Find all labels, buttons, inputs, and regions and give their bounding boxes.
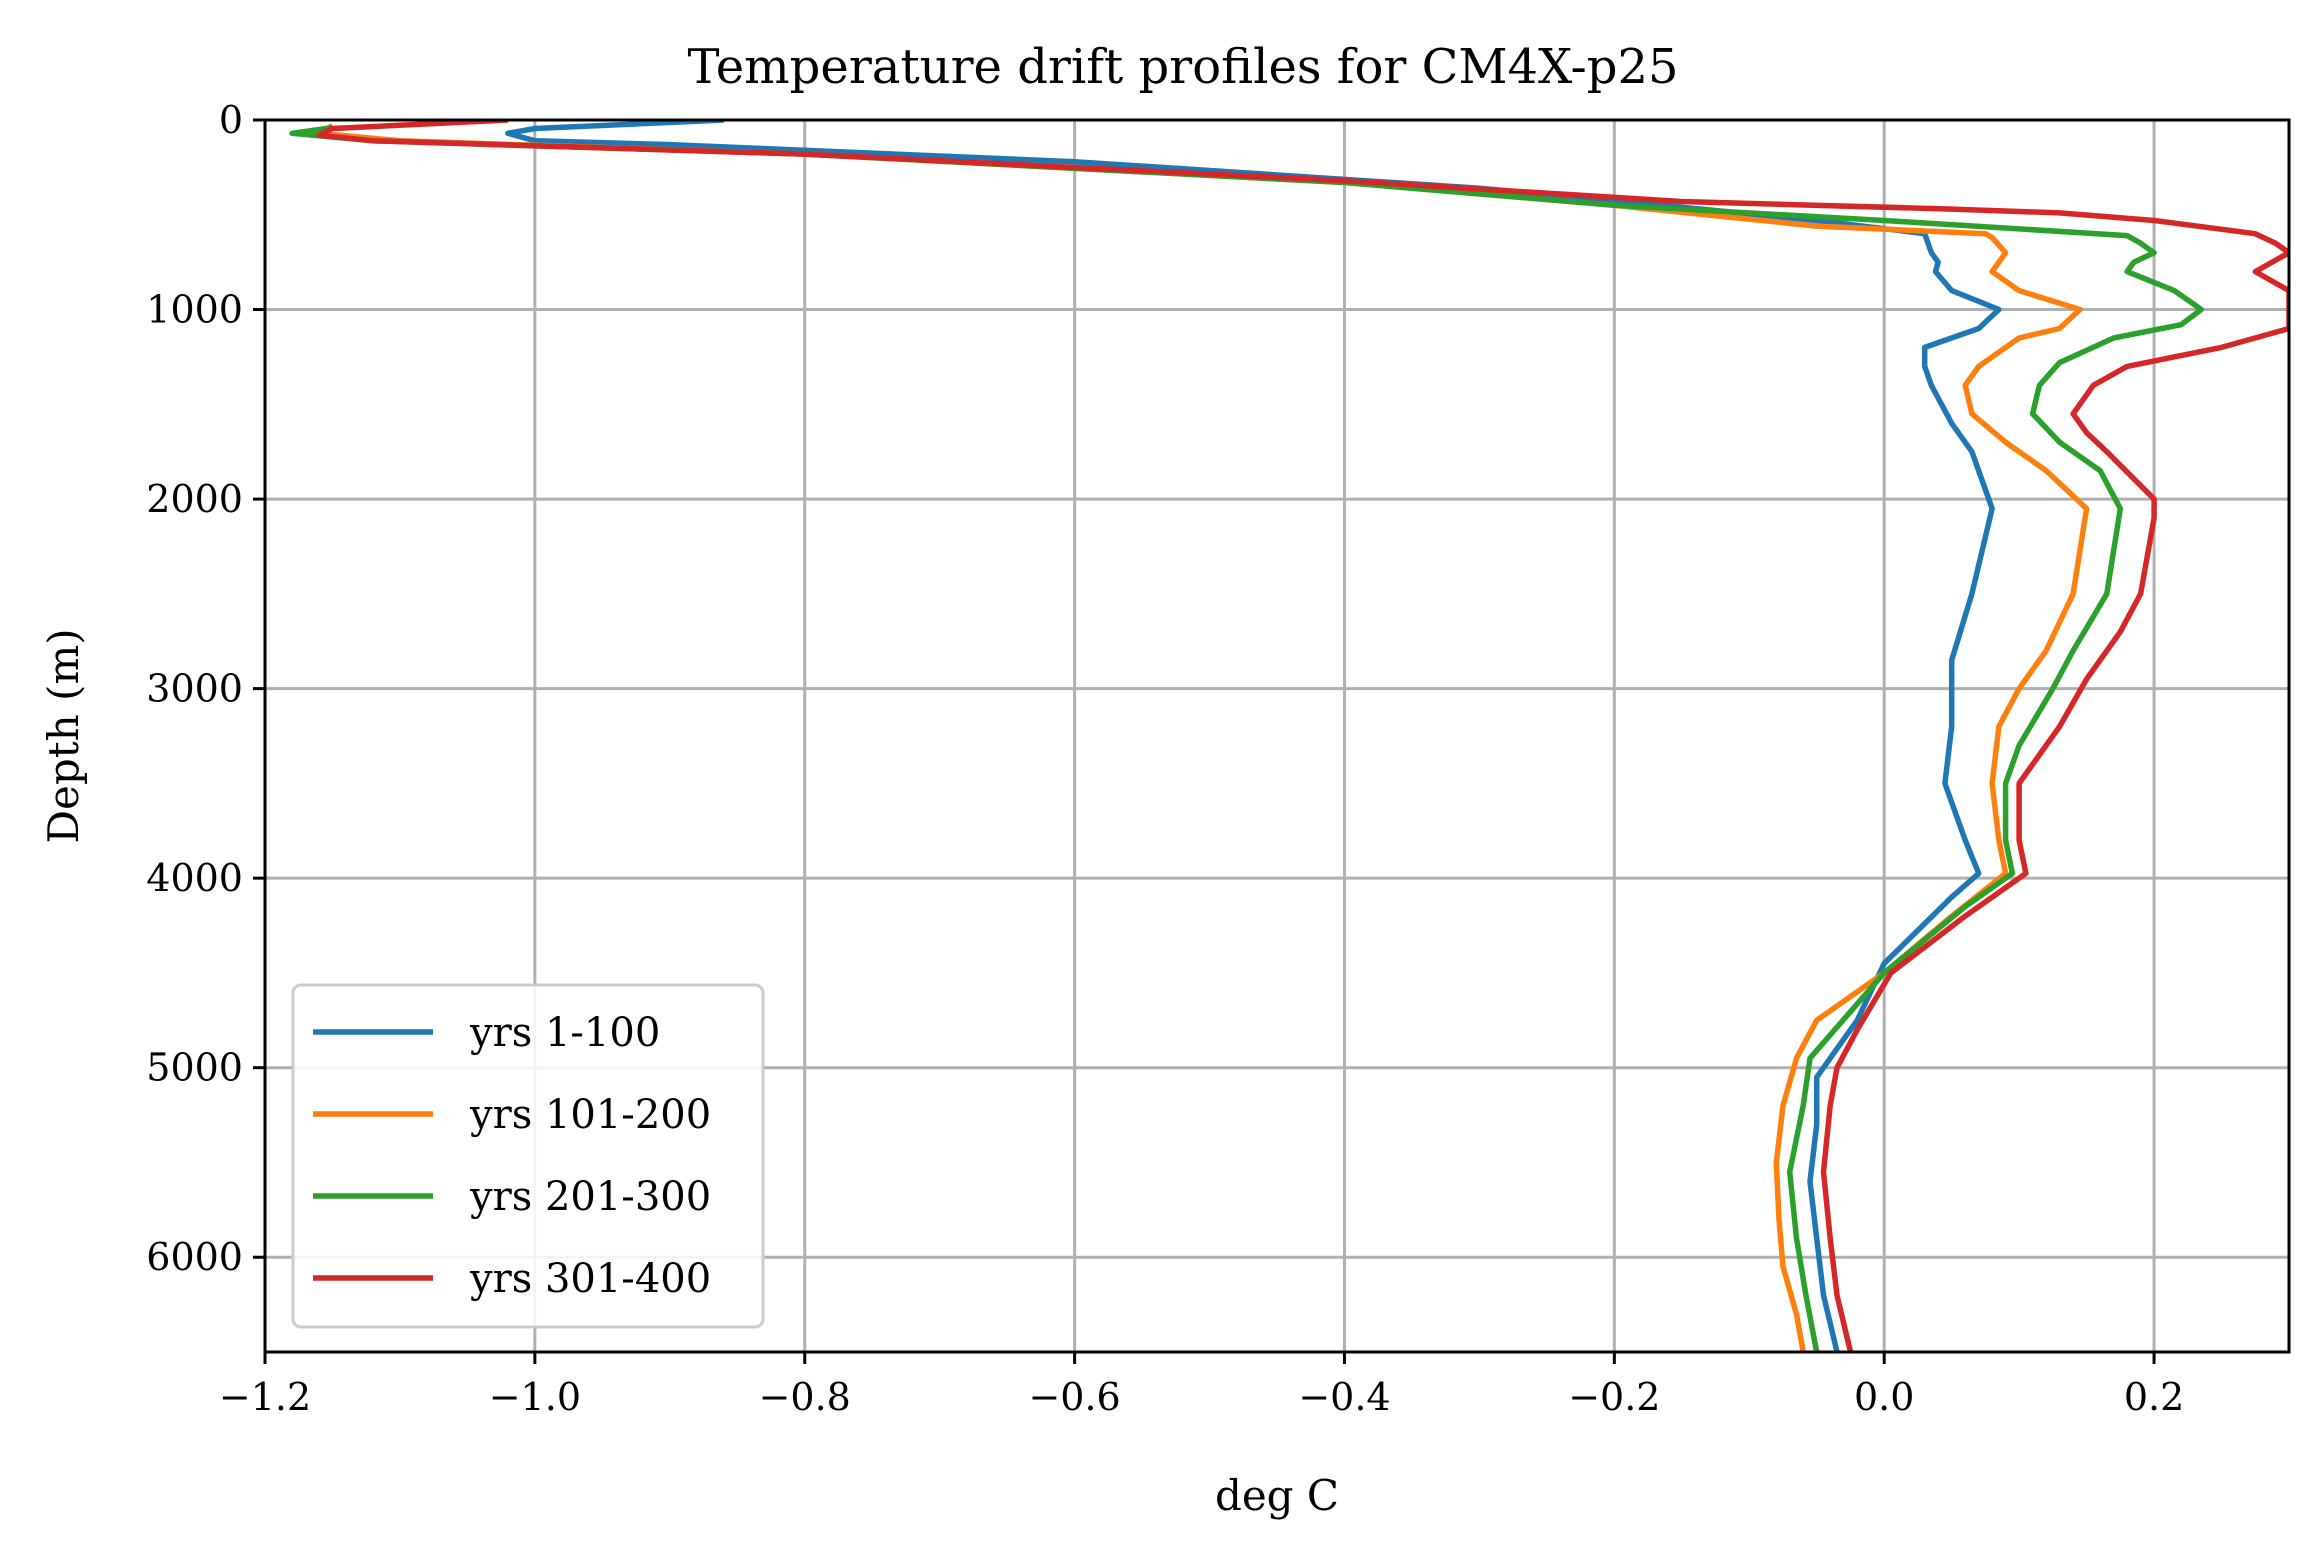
x-tick-label: −1.2 [219, 1375, 311, 1419]
x-tick-label: −0.8 [759, 1375, 851, 1419]
x-tick-label: −0.4 [1298, 1375, 1390, 1419]
grid [263, 118, 2289, 1352]
y-tick-label: 5000 [146, 1046, 243, 1090]
x-tick-label: −0.6 [1028, 1375, 1120, 1419]
x-axis-label: deg C [1215, 1471, 1339, 1520]
y-axis-label: Depth (m) [39, 628, 88, 843]
x-axis: −1.2 −1.0 −0.8 −0.6 −0.4 −0.2 0.0 0.2 [219, 1352, 2184, 1419]
x-tick-label: −1.0 [489, 1375, 581, 1419]
x-tick-label: −0.2 [1568, 1375, 1660, 1419]
y-tick-label: 1000 [146, 288, 243, 332]
series-line-3 [289, 124, 2205, 1352]
legend-box [291, 983, 765, 1329]
y-tick-label: 6000 [146, 1235, 243, 1279]
x-tick-label: 0.0 [1854, 1375, 1914, 1419]
legend-label: yrs 301-400 [469, 1256, 711, 1302]
chart-title: Temperature drift profiles for CM4X-p25 [687, 39, 1678, 95]
plot-frame [263, 118, 2291, 1354]
y-axis: 0 1000 2000 3000 4000 5000 6000 [146, 98, 265, 1279]
legend-label: yrs 1-100 [469, 1010, 660, 1056]
legend-label: yrs 201-300 [469, 1174, 711, 1220]
legend: yrs 1-100 yrs 101-200 yrs 201-300 yrs 301-4… [291, 983, 765, 1329]
y-tick-label: 2000 [146, 477, 243, 521]
series-lines [289, 120, 2289, 1352]
legend-label: yrs 101-200 [469, 1092, 711, 1138]
series-line-2 [316, 123, 2090, 1352]
y-tick-label: 4000 [146, 856, 243, 900]
series-line-4 [316, 120, 2289, 1352]
y-tick-label: 0 [219, 98, 243, 142]
y-tick-label: 3000 [146, 667, 243, 711]
x-tick-label: 0.2 [2124, 1375, 2184, 1419]
